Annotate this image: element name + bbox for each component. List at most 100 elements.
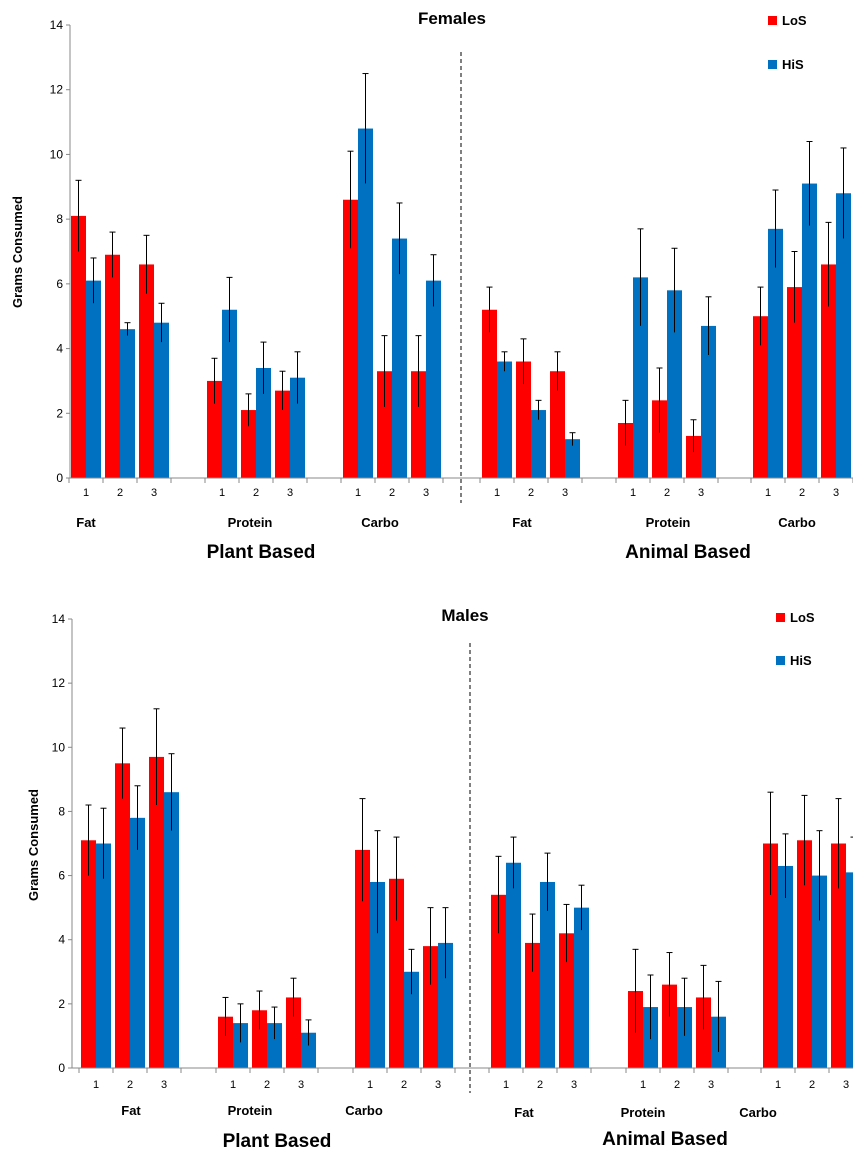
legend-label-his: HiS [790,653,812,668]
sub-category-label: 1 [503,1079,509,1091]
sub-category-label: 3 [843,1079,849,1091]
bar-his [120,329,135,478]
bar-his [812,875,827,1068]
bar-los [491,894,506,1068]
section-label: Animal Based [602,1129,728,1150]
bar-his [836,193,851,478]
bar-los [81,840,96,1068]
y-tick-label: 14 [50,18,64,32]
legend-swatch-his [768,60,777,69]
bar-los [71,215,86,478]
bar-los [652,400,667,478]
males-chart: Males Grams Consumed LoS HiS Fat Protein… [26,606,853,1152]
bar-los [411,371,426,478]
group-label: Protein [621,1105,666,1120]
group-label: Fat [121,1103,141,1118]
y-tick-label: 12 [50,83,64,97]
bar-his [96,843,111,1068]
bar-his [540,881,555,1068]
bar-his [256,367,271,478]
bar-los [377,371,392,478]
bar-los [787,287,802,478]
bar-los [389,878,404,1068]
bar-los [275,390,290,478]
sub-category-label: 3 [423,487,429,499]
sub-category-label: 3 [571,1079,577,1091]
sub-category-label: 1 [630,487,636,499]
group-label: Fat [514,1105,534,1120]
bar-los [753,316,768,478]
bar-los [423,946,438,1068]
bar-his [667,290,682,478]
section-label: Plant Based [223,1131,332,1152]
bar-his [497,361,512,478]
bar-his [778,865,793,1068]
group-label: Fat [512,515,532,530]
bar-his [426,280,441,478]
bar-los [207,380,222,478]
y-tick-label: 8 [58,804,65,818]
y-tick-label: 12 [52,676,66,690]
bar-los [482,309,497,478]
sub-category-label: 1 [367,1079,373,1091]
bar-los [662,984,677,1068]
section-label: Animal Based [625,542,751,563]
y-tick-label: 14 [52,612,66,626]
sub-category-label: 1 [230,1079,236,1091]
bar-his [677,1007,692,1068]
sub-category-label: 2 [809,1079,815,1091]
sub-category-label: 3 [698,487,704,499]
bar-his [301,1032,316,1068]
bar-los [831,843,846,1068]
sub-category-label: 1 [775,1079,781,1091]
bar-his [130,817,145,1068]
bar-his [531,410,546,478]
y-tick-label: 10 [50,147,64,161]
bar-his [574,907,589,1068]
sub-category-label: 2 [664,487,670,499]
bar-los [559,933,574,1068]
legend-swatch-los [768,16,777,25]
sub-category-label: 1 [765,487,771,499]
bar-los [686,435,701,478]
sub-category-label: 1 [355,487,361,499]
bar-los [516,361,531,478]
sub-category-label: 1 [93,1079,99,1091]
females-chart: Females Grams Consumed LoS HiS Fat Prote… [10,9,853,563]
bar-his [358,128,373,479]
y-tick-label: 10 [52,740,66,754]
legend-label-los: LoS [790,610,815,625]
sub-category-label: 2 [253,487,259,499]
group-label: Carbo [778,515,816,530]
group-label: Carbo [345,1103,383,1118]
sub-category-label: 1 [219,487,225,499]
bar-los [241,410,256,478]
bar-los [218,1016,233,1068]
y-tick-label: 2 [56,406,63,420]
y-axis-label: Grams Consumed [10,196,25,308]
y-tick-label: 0 [56,471,63,485]
bar-his [86,280,101,478]
sub-category-label: 2 [674,1079,680,1091]
bar-los [763,843,778,1068]
bar-los [252,1010,267,1068]
sub-category-label: 2 [264,1079,270,1091]
sub-category-label: 2 [127,1079,133,1091]
sub-category-label: 1 [494,487,500,499]
legend-label-los: LoS [782,13,807,28]
bar-his [506,862,521,1068]
bar-his [370,881,385,1068]
sub-category-label: 2 [528,487,534,499]
y-tick-label: 8 [56,212,63,226]
bar-his [701,325,716,478]
legend-swatch-los [776,613,785,622]
bar-los [696,997,711,1068]
bar-los [115,763,130,1068]
sub-category-label: 2 [537,1079,543,1091]
sub-category-label: 3 [562,487,568,499]
legend-swatch-his [776,656,785,665]
sub-category-label: 2 [117,487,123,499]
bar-his [233,1023,248,1068]
bar-his [290,377,305,478]
